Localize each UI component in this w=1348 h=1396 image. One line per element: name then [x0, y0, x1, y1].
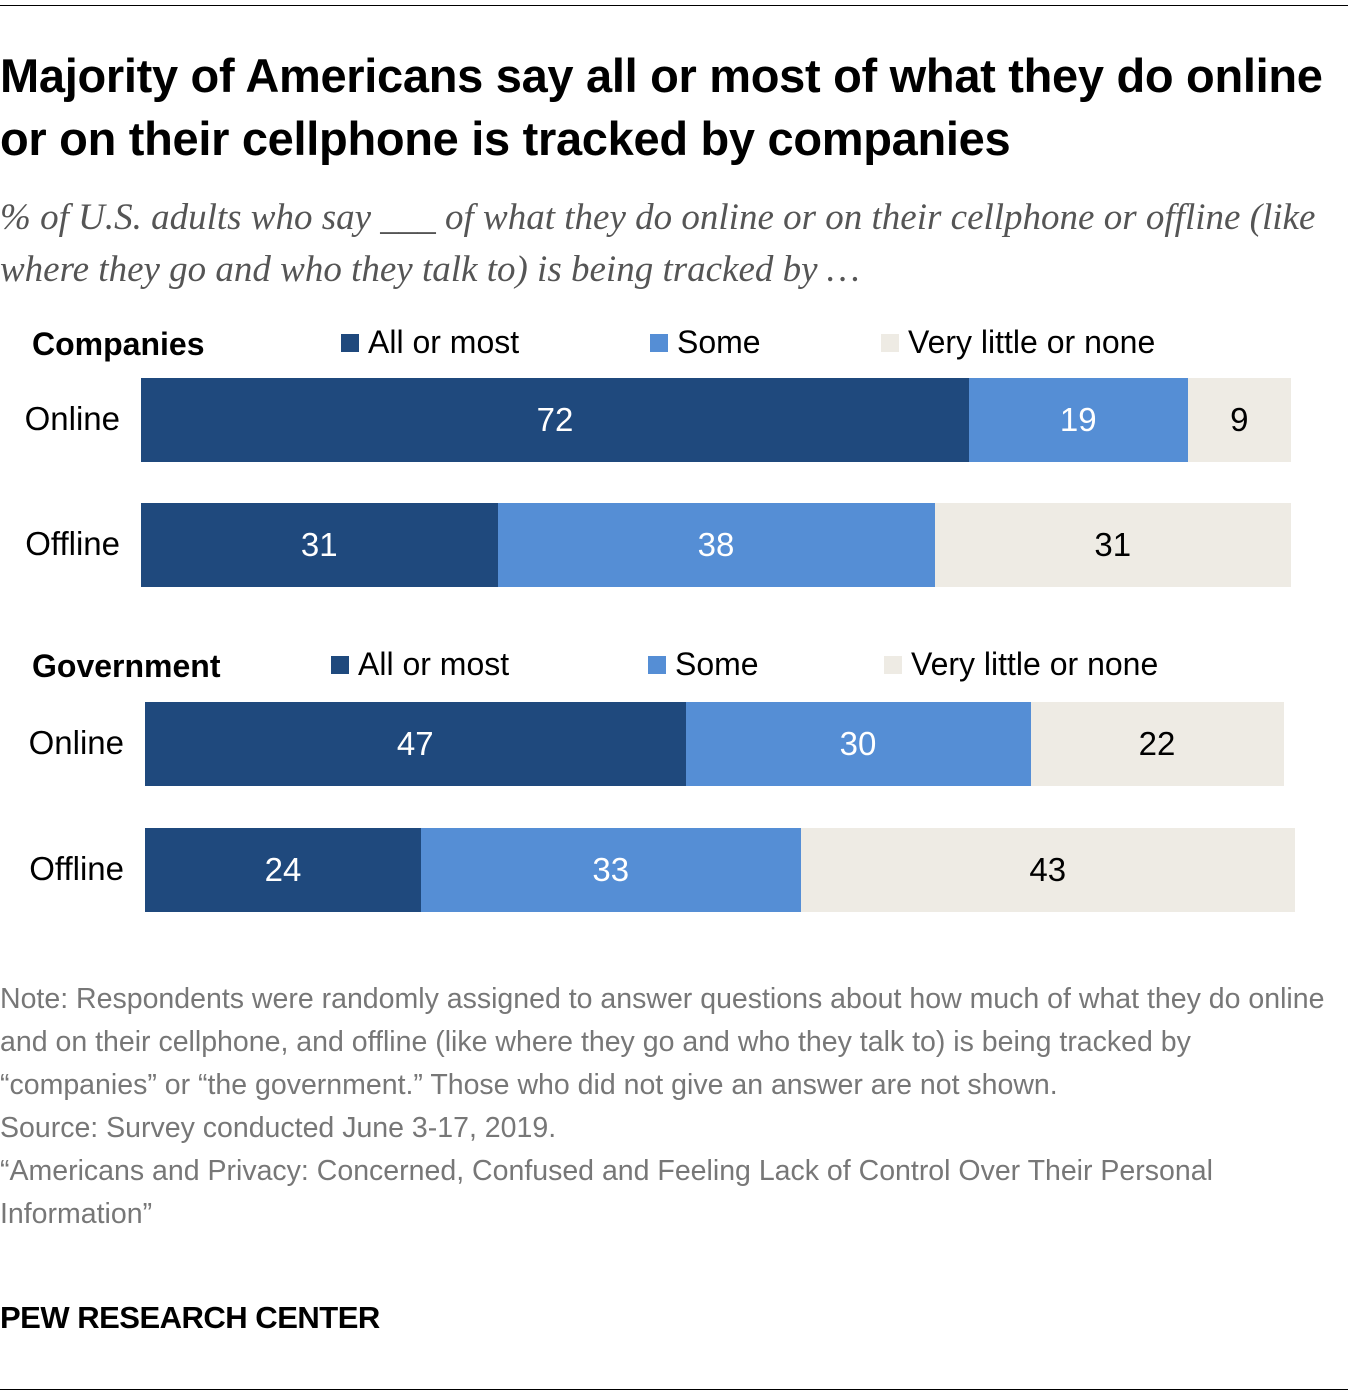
footnotes: Note: Respondents were randomly assigned… [0, 978, 1348, 1236]
data-label: 22 [1138, 725, 1176, 762]
report-title: “Americans and Privacy: Concerned, Confu… [0, 1155, 1213, 1230]
legend-swatch [648, 655, 666, 674]
legend-item: Very little or none [884, 646, 1158, 683]
legend-label: All or most [358, 646, 510, 682]
bar-segment: 31 [141, 503, 498, 587]
legend-item: All or most [341, 324, 519, 361]
source-text: Source: Survey conducted June 3-17, 2019… [0, 1112, 557, 1144]
chart-subtitle: % of U.S. adults who say ___ of what the… [0, 197, 1316, 290]
legend-label: Very little or none [911, 646, 1159, 682]
legend-item: Some [648, 646, 759, 683]
legend-label: All or most [368, 324, 520, 360]
brand-logo: PEW RESEARCH CENTER [0, 1300, 380, 1335]
data-label: 19 [1059, 401, 1097, 438]
data-label: 24 [264, 851, 302, 888]
row-label: Online [24, 400, 120, 437]
legend-swatch [650, 333, 668, 352]
bar-segment: 38 [497, 503, 935, 587]
bar-segment: 30 [685, 702, 1031, 786]
bar-segment: 24 [145, 828, 421, 912]
data-label: 31 [1094, 526, 1132, 563]
note-text: Note: Respondents were randomly assigned… [0, 983, 1325, 1101]
data-label: 30 [839, 725, 877, 762]
legend-label: Very little or none [908, 324, 1156, 360]
bar-segment: 19 [969, 378, 1188, 462]
legend-swatch [884, 655, 902, 674]
bottom-rule [0, 1389, 1348, 1390]
legend-swatch [881, 333, 899, 352]
legend-swatch [331, 655, 349, 674]
legend-swatch [341, 333, 359, 352]
chart-title: Majority of Americans say all or most of… [0, 49, 1323, 165]
data-label: 47 [396, 725, 434, 762]
legend-item: Very little or none [881, 324, 1155, 361]
bar-segment: 22 [1030, 702, 1284, 786]
legend-label: Some [677, 324, 761, 360]
data-label: 38 [697, 526, 735, 563]
legend-item: Some [650, 324, 761, 361]
group-label: Companies [32, 326, 205, 362]
row-label: Offline [29, 850, 124, 887]
top-rule [0, 5, 1348, 6]
legend-item: All or most [331, 646, 509, 683]
data-label: 33 [592, 851, 630, 888]
bar-segment: 33 [421, 828, 801, 912]
bar-segment: 31 [934, 503, 1291, 587]
data-label: 31 [300, 526, 338, 563]
bar-segment: 43 [800, 828, 1295, 912]
bar-segment: 47 [145, 702, 686, 786]
group-label: Government [32, 648, 221, 684]
bar-segment: 9 [1187, 378, 1291, 462]
bar-segment: 72 [141, 378, 969, 462]
data-label: 9 [1230, 401, 1249, 438]
data-label: 43 [1029, 851, 1067, 888]
data-label: 72 [536, 401, 574, 438]
row-label: Offline [25, 525, 120, 562]
row-label: Online [28, 724, 124, 761]
legend-label: Some [675, 646, 759, 682]
